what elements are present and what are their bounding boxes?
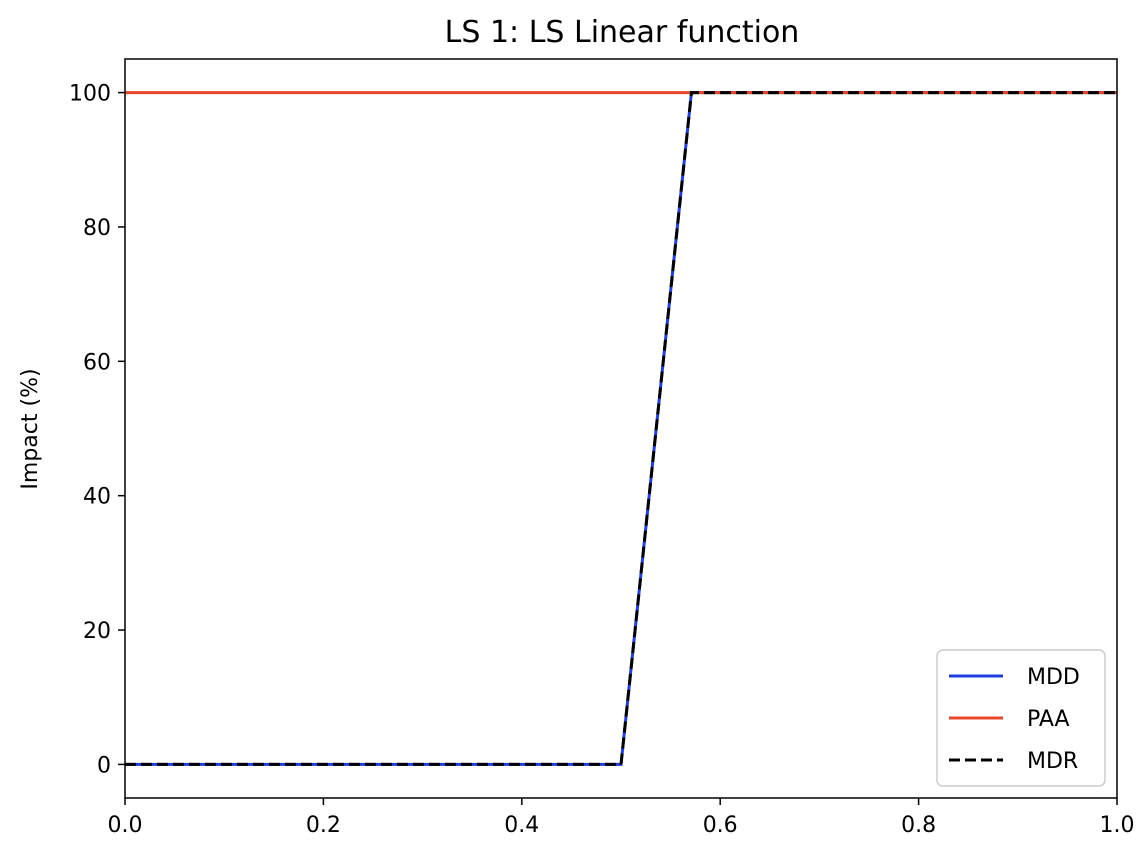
- legend-label-paa: PAA: [1027, 707, 1070, 732]
- y-tick-label: 80: [83, 216, 111, 241]
- y-tick-label: 60: [83, 350, 111, 375]
- y-tick-label: 40: [83, 485, 111, 510]
- plot-area: [124, 58, 1118, 799]
- y-tick-label: 100: [69, 82, 111, 107]
- x-tick-label: 1.0: [1100, 813, 1135, 838]
- x-tick-label: 0.0: [108, 813, 143, 838]
- x-axis-ticks: 0.0 0.2 0.4 0.6 0.8 1.0: [108, 798, 1135, 838]
- series-line-mdr: [125, 91, 1117, 766]
- x-tick-label: 0.8: [901, 813, 936, 838]
- y-axis-label: Impact (%): [18, 368, 43, 489]
- x-tick-label: 0.2: [306, 813, 341, 838]
- legend: MDD PAA MDR: [936, 649, 1106, 787]
- axes-frame: [124, 58, 1118, 799]
- legend-box: [936, 649, 1106, 787]
- chart-title: LS 1: LS Linear function: [445, 15, 800, 50]
- x-tick-label: 0.4: [504, 813, 539, 838]
- y-tick-label: 0: [97, 753, 111, 778]
- y-tick-label: 20: [83, 619, 111, 644]
- x-tick-label: 0.6: [703, 813, 738, 838]
- legend-label-mdd: MDD: [1027, 665, 1080, 690]
- legend-label-mdr: MDR: [1027, 749, 1078, 774]
- y-axis-ticks: 0 20 40 60 80 100: [69, 82, 125, 778]
